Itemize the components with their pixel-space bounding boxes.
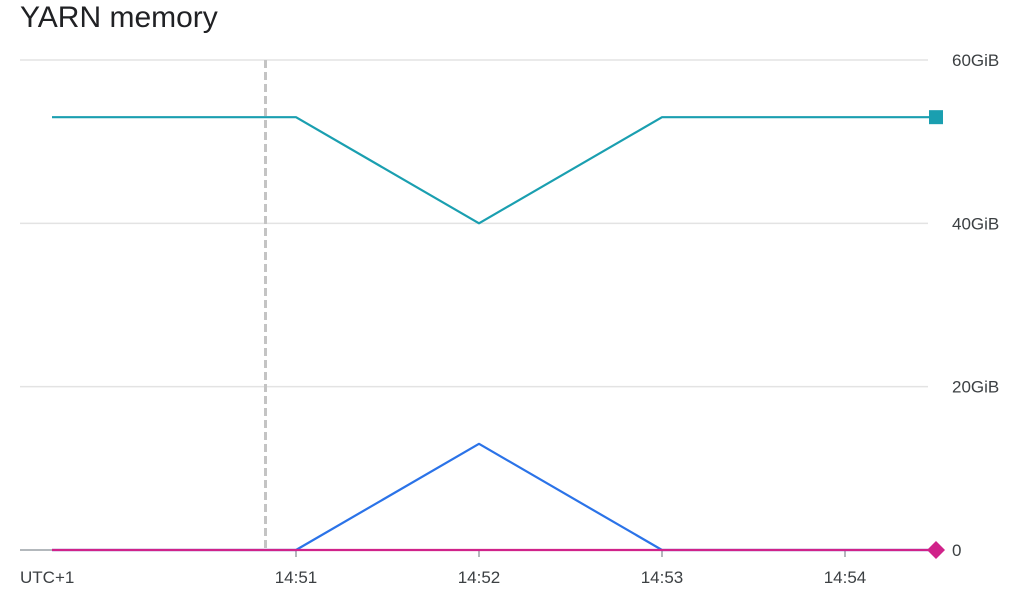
x-tick-label: 14:54 bbox=[824, 568, 867, 587]
series-line-1 bbox=[52, 442, 937, 552]
series-end-square-marker bbox=[929, 110, 943, 125]
y-tick-label: 60GiB bbox=[952, 51, 999, 70]
x-tick-label: 14:53 bbox=[641, 568, 684, 587]
series-line-0 bbox=[52, 116, 937, 225]
x-tick-label: 14:52 bbox=[458, 568, 501, 587]
series-layer bbox=[52, 110, 945, 559]
y-tick-label: 0 bbox=[952, 541, 961, 560]
chart-title: YARN memory bbox=[20, 1, 218, 34]
x-tick-label: 14:51 bbox=[275, 568, 318, 587]
y-tick-label: 20GiB bbox=[952, 378, 999, 397]
tick-label-layer: 0 20GiB 40GiB 60GiB 14:51 14:52 14:53 14:54 UTC+… bbox=[20, 51, 999, 587]
timezone-label: UTC+1 bbox=[20, 568, 74, 587]
series-end-diamond-marker bbox=[927, 541, 945, 559]
y-tick-label: 40GiB bbox=[952, 214, 999, 233]
grid-layer bbox=[20, 59, 928, 557]
